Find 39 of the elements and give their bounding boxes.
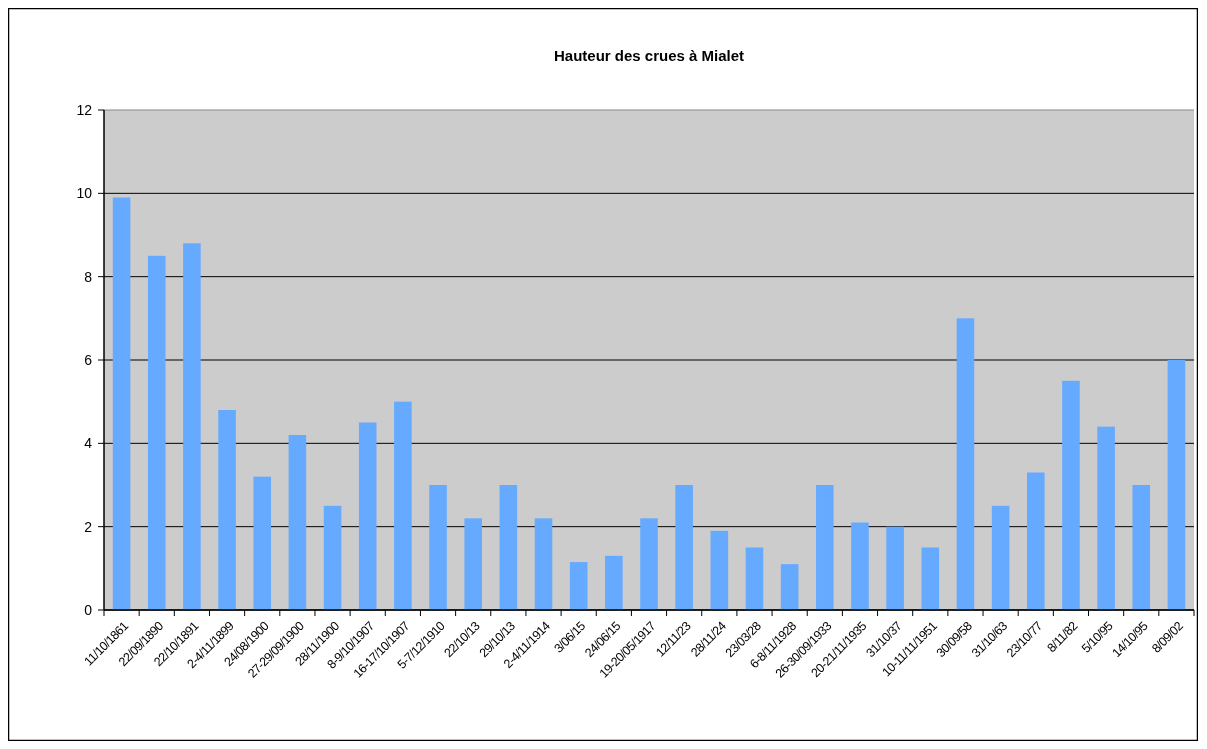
y-tick-label: 8 xyxy=(84,268,93,285)
y-tick-label: 2 xyxy=(84,518,93,535)
bar xyxy=(394,401,412,610)
bar xyxy=(1097,426,1115,610)
bar xyxy=(1132,485,1151,610)
bar xyxy=(1026,472,1045,610)
y-tick-label: 12 xyxy=(76,101,93,118)
bar xyxy=(1062,380,1080,610)
bar xyxy=(464,518,482,610)
bar xyxy=(183,243,201,610)
bar xyxy=(253,476,272,610)
bar xyxy=(921,547,940,610)
bar xyxy=(745,547,764,610)
bar xyxy=(991,505,1010,610)
bar xyxy=(499,485,518,610)
bar xyxy=(323,505,342,610)
bar xyxy=(886,526,904,610)
bar xyxy=(675,485,693,610)
bar xyxy=(218,410,236,610)
bar xyxy=(956,318,975,610)
bar xyxy=(534,518,553,610)
chart-title: Hauteur des crues à Mialet xyxy=(553,47,745,64)
bar xyxy=(710,530,729,610)
y-tick-label: 0 xyxy=(84,601,93,618)
bar xyxy=(288,435,307,610)
bar xyxy=(569,562,588,610)
y-tick-label: 6 xyxy=(84,351,93,368)
bar xyxy=(1167,360,1186,610)
y-tick-label: 4 xyxy=(84,435,93,452)
bar xyxy=(112,197,131,610)
bar xyxy=(851,522,869,610)
bar xyxy=(780,564,799,610)
y-tick-label: 10 xyxy=(76,185,93,202)
bar xyxy=(640,518,658,610)
bar xyxy=(429,485,447,610)
bar xyxy=(147,255,166,610)
bar xyxy=(816,485,834,610)
bar xyxy=(605,555,623,610)
bar xyxy=(358,422,377,610)
